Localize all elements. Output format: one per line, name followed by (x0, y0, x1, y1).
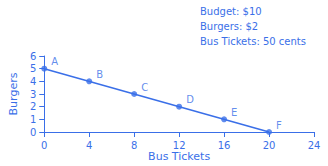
svg-text:Bus Tickets: 50 cents: Bus Tickets: 50 cents (200, 36, 306, 47)
svg-text:12: 12 (173, 140, 186, 151)
svg-text:C: C (141, 82, 148, 93)
svg-text:4: 4 (86, 140, 92, 151)
svg-text:2: 2 (30, 101, 36, 112)
svg-text:Burgers: Burgers (7, 72, 20, 115)
svg-text:0: 0 (30, 127, 36, 138)
svg-text:Budget: $10: Budget: $10 (200, 6, 262, 17)
svg-text:A: A (51, 56, 58, 67)
svg-text:8: 8 (131, 140, 137, 151)
svg-text:Burgers: $2: Burgers: $2 (200, 21, 258, 32)
svg-text:24: 24 (308, 140, 321, 151)
svg-text:16: 16 (218, 140, 231, 151)
svg-text:F: F (276, 120, 282, 131)
svg-text:5: 5 (30, 63, 36, 74)
svg-text:1: 1 (30, 114, 36, 125)
svg-text:E: E (231, 107, 237, 118)
svg-text:D: D (186, 94, 194, 105)
svg-text:6: 6 (30, 51, 36, 62)
svg-text:Bus Tickets: Bus Tickets (148, 150, 210, 163)
svg-text:0: 0 (41, 140, 47, 151)
svg-text:4: 4 (30, 76, 36, 87)
svg-text:B: B (96, 69, 103, 80)
svg-text:20: 20 (263, 140, 276, 151)
svg-text:3: 3 (30, 89, 36, 100)
